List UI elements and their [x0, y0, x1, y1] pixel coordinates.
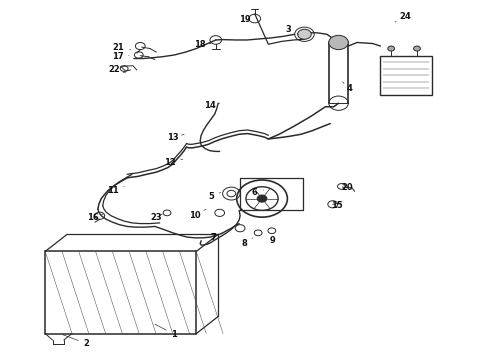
Text: 24: 24	[395, 12, 411, 22]
Text: 7: 7	[211, 233, 221, 242]
Text: 17: 17	[112, 52, 129, 61]
Text: 23: 23	[150, 213, 162, 222]
Text: 14: 14	[204, 101, 220, 110]
Circle shape	[297, 29, 311, 39]
Text: 16: 16	[87, 213, 104, 222]
Text: 1: 1	[155, 324, 177, 339]
Text: 18: 18	[195, 40, 211, 49]
Bar	[380, 56, 432, 95]
Text: 11: 11	[107, 185, 124, 194]
Circle shape	[388, 46, 394, 51]
Text: 13: 13	[167, 133, 184, 142]
Text: 22: 22	[109, 66, 125, 75]
Circle shape	[329, 35, 348, 50]
Text: 20: 20	[342, 183, 353, 192]
Text: 4: 4	[343, 82, 353, 93]
Text: 12: 12	[164, 158, 183, 167]
Circle shape	[414, 46, 420, 51]
Text: 15: 15	[331, 201, 343, 210]
Text: 19: 19	[239, 15, 251, 24]
Text: 8: 8	[241, 238, 253, 248]
Text: 6: 6	[252, 188, 264, 197]
Text: 9: 9	[270, 236, 275, 245]
Text: 3: 3	[286, 26, 298, 35]
Circle shape	[257, 195, 267, 202]
Text: 5: 5	[208, 192, 220, 201]
Text: 10: 10	[190, 209, 206, 220]
Text: 21: 21	[112, 43, 130, 52]
Text: 2: 2	[62, 334, 90, 348]
